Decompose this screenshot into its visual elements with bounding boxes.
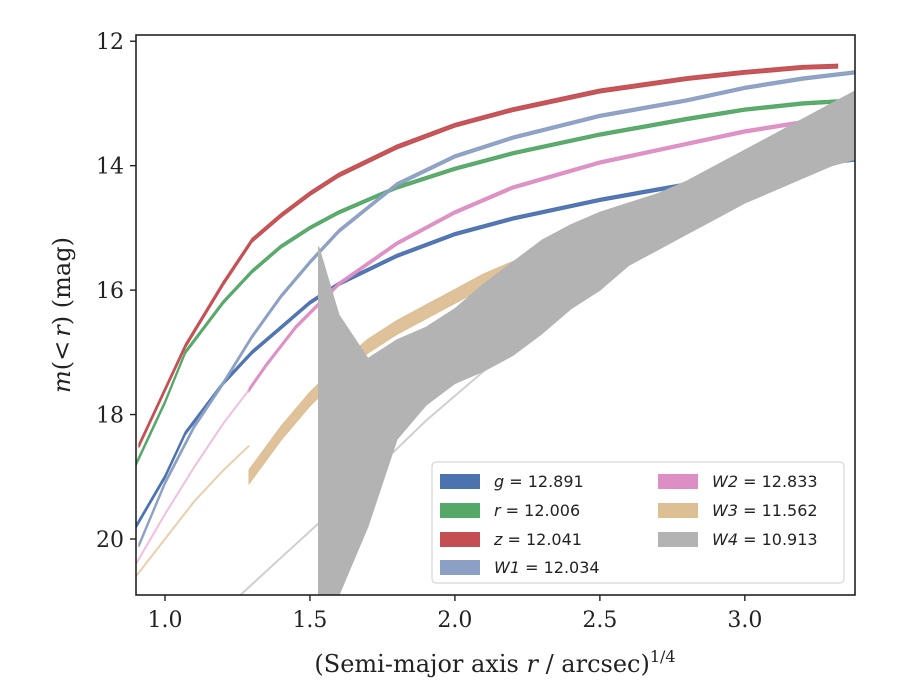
series-band-w4 <box>318 90 855 595</box>
legend-swatch-w4 <box>658 532 698 547</box>
legend-label-w3: W3 = 11.562 <box>712 501 818 520</box>
legend-swatch-w1 <box>440 560 480 575</box>
series-band-r <box>136 98 855 467</box>
series-band-z <box>138 63 839 448</box>
x-tick-label: 1.0 <box>147 608 182 633</box>
legend-swatch-z <box>440 532 480 547</box>
y-tick-label: 16 <box>96 279 124 304</box>
y-tick-label: 14 <box>96 155 124 180</box>
legend-frame <box>431 461 845 584</box>
legend-label-w4: W4 = 10.913 <box>712 530 818 549</box>
legend-label-w1: W1 = 12.034 <box>494 558 600 577</box>
legend-swatch-g <box>440 474 480 489</box>
x-tick-label: 2.5 <box>582 608 617 633</box>
legend-label-z: z = 12.041 <box>493 530 582 549</box>
y-tick-label: 12 <box>96 30 124 55</box>
legend-swatch-w3 <box>658 503 698 518</box>
series-band-w1 <box>138 70 855 548</box>
legend-label-r: r = 12.006 <box>494 501 580 520</box>
y-axis-title: m(<r) (mag) <box>48 237 76 393</box>
series-band-g <box>136 157 855 530</box>
y-tick-label: 20 <box>96 528 124 553</box>
series-band-w2 <box>248 113 855 394</box>
legend-label-w2: W2 = 12.833 <box>712 472 818 491</box>
series-layer <box>136 63 855 595</box>
legend: g = 12.891 r = 12.006 z = 12.041 W1 = 12.03… <box>431 461 845 584</box>
plot-frame <box>135 34 856 596</box>
x-axis-title: (Semi-major axis r / arcsec)1/4 <box>314 647 675 678</box>
legend-swatch-w2 <box>658 474 698 489</box>
ticks-layer: 1.0 1.5 2.0 2.5 3.0 12 14 16 18 20 <box>96 30 762 633</box>
legend-swatch-r <box>440 503 480 518</box>
x-tick-label: 1.5 <box>292 608 327 633</box>
extrapolation-line-2 <box>136 389 250 565</box>
legend-label-g: g = 12.891 <box>494 472 584 491</box>
extrapolation-line-1 <box>136 444 250 577</box>
y-tick-label: 18 <box>96 404 124 429</box>
x-tick-label: 3.0 <box>727 608 762 633</box>
x-tick-label: 2.0 <box>437 608 472 633</box>
